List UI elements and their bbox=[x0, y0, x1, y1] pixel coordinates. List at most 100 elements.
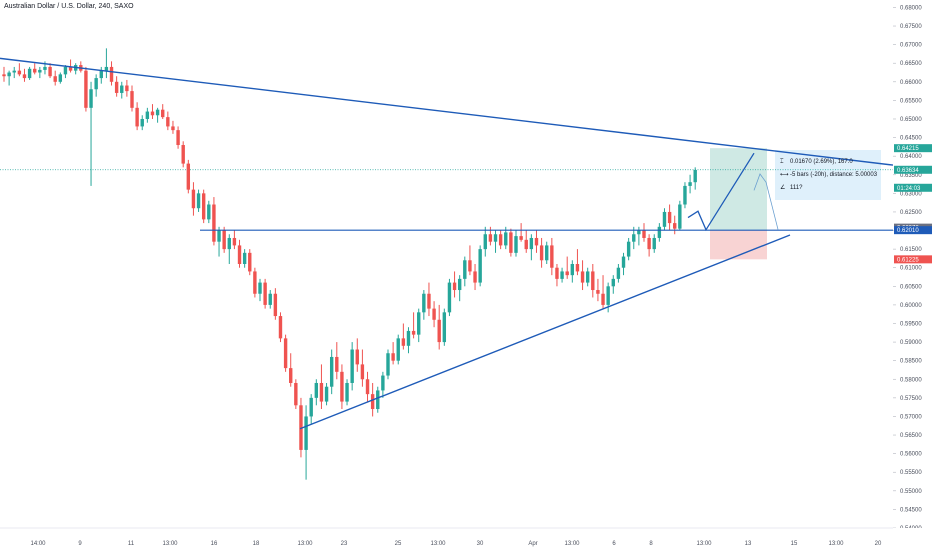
y-tick-label: 0.61000 bbox=[900, 266, 922, 272]
chart-title: Australian Dollar / U.S. Dollar, 240, SA… bbox=[4, 3, 134, 10]
candle-body bbox=[632, 234, 636, 242]
candle-body bbox=[109, 66, 114, 82]
y-tick-label: 0.60000 bbox=[900, 303, 922, 309]
y-tick-label: 0.55000 bbox=[900, 489, 922, 495]
ascending-trendline bbox=[299, 234, 791, 430]
y-tick-label: 0.57500 bbox=[900, 396, 922, 402]
candle-body bbox=[483, 234, 487, 250]
x-tick-label: 9 bbox=[78, 541, 82, 547]
candle-body bbox=[248, 252, 252, 272]
candle-body bbox=[401, 338, 406, 346]
candle-body bbox=[519, 236, 523, 240]
candle-body bbox=[452, 282, 457, 291]
candle-body bbox=[488, 234, 493, 242]
candle-body bbox=[457, 278, 462, 291]
candle-body bbox=[217, 230, 221, 242]
candle-body bbox=[667, 211, 672, 224]
candle-body bbox=[509, 232, 513, 253]
stats-box bbox=[775, 150, 881, 200]
candle-body bbox=[253, 271, 257, 294]
candle-body bbox=[191, 189, 196, 209]
time-axis[interactable]: 14:00 9 11 13:00 16 18 13:00 23 25 13:00 30 Apr 13:0… bbox=[0, 527, 932, 550]
candle-body bbox=[340, 371, 344, 402]
candle-body bbox=[130, 91, 134, 108]
stats-price-change: 0.01670 (2.69%), 167.0 bbox=[790, 159, 853, 165]
candle-body bbox=[68, 66, 73, 71]
axis-price-badge-label: 0.61225 bbox=[897, 257, 919, 263]
candle-body bbox=[227, 237, 231, 250]
candle-body bbox=[125, 85, 129, 92]
y-tick-label: 0.56000 bbox=[900, 452, 922, 458]
y-tick-label: 0.55500 bbox=[900, 470, 922, 476]
candle-body bbox=[376, 390, 380, 410]
candle-body bbox=[89, 89, 93, 108]
candle-body bbox=[432, 308, 436, 320]
y-tick-label: 0.63000 bbox=[900, 191, 922, 197]
y-tick-label: 0.58500 bbox=[900, 359, 922, 365]
candle-body bbox=[294, 382, 298, 406]
candle-body bbox=[232, 237, 237, 246]
candle-body bbox=[662, 211, 667, 227]
stats-icon: ⟷ bbox=[780, 172, 789, 178]
candle-body bbox=[391, 353, 395, 361]
candle-body bbox=[207, 204, 211, 220]
candle-body bbox=[616, 267, 621, 279]
y-tick-label: 0.65500 bbox=[900, 98, 922, 104]
price-axis[interactable]: 0.68000 0.67500 0.67000 0.66500 0.66000 0.655… bbox=[893, 0, 932, 550]
candle-body bbox=[155, 109, 160, 116]
candle-body bbox=[396, 338, 400, 361]
price-axis-background bbox=[893, 0, 932, 550]
candle-body bbox=[678, 204, 682, 229]
candle-body bbox=[550, 245, 554, 268]
axis-price-badge-label: 0.63634 bbox=[897, 168, 919, 174]
candle-body bbox=[58, 74, 63, 82]
candle-body bbox=[473, 271, 477, 283]
candle-body bbox=[329, 356, 334, 387]
candle-body bbox=[94, 78, 98, 90]
x-tick-label: 13:00 bbox=[430, 541, 446, 547]
candle-body bbox=[17, 70, 22, 75]
x-tick-label: 13:00 bbox=[828, 541, 844, 547]
candle-body bbox=[237, 245, 242, 264]
candle-body bbox=[53, 76, 57, 82]
candle-body bbox=[33, 68, 37, 73]
x-tick-label: 16 bbox=[211, 541, 218, 547]
x-tick-label: 13:00 bbox=[564, 541, 580, 547]
x-tick-label: 23 bbox=[341, 541, 348, 547]
y-tick-label: 0.64500 bbox=[900, 136, 922, 142]
candle-body bbox=[447, 282, 452, 313]
y-tick-label: 0.66000 bbox=[900, 80, 922, 86]
x-tick-label: 15 bbox=[791, 541, 798, 547]
candle-body bbox=[360, 364, 365, 380]
candle-body bbox=[181, 145, 185, 164]
loss-zone bbox=[710, 230, 767, 260]
axis-price-badge bbox=[894, 183, 932, 192]
time-axis-background bbox=[0, 528, 932, 550]
candle-body bbox=[161, 109, 165, 118]
candle-body bbox=[601, 293, 605, 305]
candle-body bbox=[545, 245, 549, 261]
x-tick-label: 25 bbox=[395, 541, 402, 547]
stats-bars: -5 bars (-20h), distance: 5.00003 bbox=[790, 172, 878, 178]
candle-body bbox=[196, 193, 201, 209]
y-tick-label: 0.67000 bbox=[900, 43, 922, 49]
y-tick-label: 0.61500 bbox=[900, 247, 922, 253]
axis-price-badge-label: 01:24:03 bbox=[897, 186, 921, 192]
x-tick-label: 30 bbox=[477, 541, 484, 547]
projection-path bbox=[687, 152, 755, 232]
x-tick-label: 13:00 bbox=[696, 541, 712, 547]
candle-body bbox=[263, 282, 267, 305]
x-tick-label: 8 bbox=[649, 541, 653, 547]
x-tick-label: 13 bbox=[745, 541, 752, 547]
candle-body bbox=[642, 230, 646, 238]
candle-body bbox=[657, 226, 662, 238]
candle-body bbox=[693, 169, 697, 183]
candle-body bbox=[176, 130, 180, 146]
y-tick-label: 0.64000 bbox=[900, 154, 922, 160]
candle-body bbox=[606, 286, 610, 305]
candle-body bbox=[38, 69, 42, 73]
drawings-background bbox=[0, 148, 893, 260]
x-tick-label: 11 bbox=[128, 541, 135, 547]
y-tick-label: 0.60500 bbox=[900, 284, 922, 290]
